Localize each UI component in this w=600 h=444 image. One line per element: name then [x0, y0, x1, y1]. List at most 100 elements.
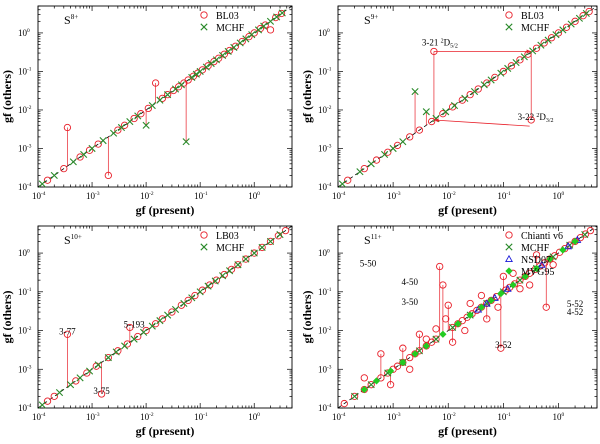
data-point [532, 264, 541, 273]
data-point [351, 392, 359, 400]
legend-label: Chianti v6 [521, 231, 563, 242]
data-point [272, 13, 280, 22]
data-point [432, 335, 440, 343]
data-point [114, 126, 122, 134]
data-point [461, 326, 469, 335]
data-point [112, 348, 120, 356]
annotation-label: 3-77 [59, 326, 76, 336]
data-point [575, 14, 584, 22]
y-tick-label: 100 [18, 248, 30, 258]
y-tick-label: 10-3 [318, 143, 332, 153]
data-point [156, 317, 164, 325]
data-point [442, 108, 450, 116]
data-point [439, 330, 447, 338]
x-tick-label: 10-1 [497, 191, 511, 201]
data-point [156, 96, 164, 104]
data-point [164, 311, 172, 319]
data-point [224, 47, 232, 56]
data-point [188, 294, 196, 302]
data-point [245, 33, 253, 41]
data-point [248, 31, 256, 39]
x-tick-label: 10-2 [140, 191, 154, 201]
data-point [266, 237, 275, 246]
data-point [164, 91, 172, 99]
x-tick-label: 10-4 [332, 412, 346, 422]
data-point [487, 296, 495, 305]
data-point [63, 123, 72, 132]
data-point [177, 301, 186, 309]
data-point [552, 31, 560, 39]
data-point [399, 344, 407, 352]
data-point [411, 350, 419, 358]
x-axis-label: gf (present) [136, 424, 195, 438]
data-point [436, 262, 444, 271]
y-tick-label: 10-4 [18, 182, 32, 192]
x-tick-label: 100 [248, 412, 260, 422]
data-point [278, 9, 286, 17]
data-point [350, 392, 359, 400]
y-tick-label: 10-4 [318, 182, 332, 192]
data-point [210, 57, 218, 66]
data-point [192, 70, 200, 78]
legend-label: NSD07 [521, 255, 551, 266]
data-point [76, 153, 84, 161]
annotations: 3-21 2D5/2 3-22 2D3/2 [422, 37, 554, 127]
data-point [491, 73, 499, 82]
data-point [477, 291, 486, 300]
data-point [503, 284, 512, 292]
data-point [258, 243, 266, 252]
data-point [180, 299, 188, 308]
data-point [340, 399, 348, 408]
data-point [482, 299, 491, 307]
data-point [85, 367, 94, 375]
data-point [38, 180, 46, 188]
data-point [130, 335, 138, 343]
data-point [266, 26, 275, 34]
data-point [494, 303, 502, 311]
data-point [200, 11, 208, 19]
data-point [559, 246, 567, 254]
y-tick-label: 10-1 [18, 287, 32, 297]
data-point [250, 249, 258, 257]
data-point [571, 17, 579, 25]
data-point [516, 276, 524, 284]
annotation-label: 4-50 [401, 277, 418, 287]
chart-panel-3: 10-410-4 10-3 10-3 10-2 10-2 10-1 10-1 100 100 gf… [0, 225, 293, 438]
data-point [80, 150, 88, 159]
annotations: 3-77 5-193 3-75 [59, 319, 145, 396]
data-point [427, 117, 436, 126]
annotation-label: 5-193 [124, 319, 145, 329]
data-point [104, 353, 112, 362]
data-point [406, 353, 414, 362]
data-point [505, 23, 513, 31]
data-point [97, 390, 106, 398]
legend-label: MCHF [216, 243, 245, 254]
x-tick-label: 100 [248, 191, 260, 201]
data-point [234, 261, 242, 269]
data-point [134, 112, 142, 120]
plot-frame [337, 5, 598, 188]
data-point [439, 110, 447, 118]
data-point [537, 41, 545, 49]
data-point [204, 282, 212, 290]
data-point [202, 63, 210, 71]
data-point [55, 388, 64, 397]
data-point [516, 285, 524, 293]
data-point [466, 90, 474, 99]
data-point [483, 315, 491, 323]
x-tick-label: 10-1 [497, 412, 511, 422]
data-point [466, 299, 474, 308]
axes: 10-410-4 10-3 10-3 10-2 10-2 10-1 10-1 100 100 [318, 225, 598, 422]
plot-frame [337, 225, 598, 409]
x-tick-label: 10-3 [387, 191, 401, 201]
data-point [171, 305, 180, 314]
data-point [88, 144, 96, 153]
data-point [386, 381, 395, 389]
data-point [66, 381, 75, 389]
data-point [474, 85, 482, 93]
data-point [360, 374, 368, 382]
data-point [194, 69, 202, 77]
data-point [562, 23, 571, 31]
